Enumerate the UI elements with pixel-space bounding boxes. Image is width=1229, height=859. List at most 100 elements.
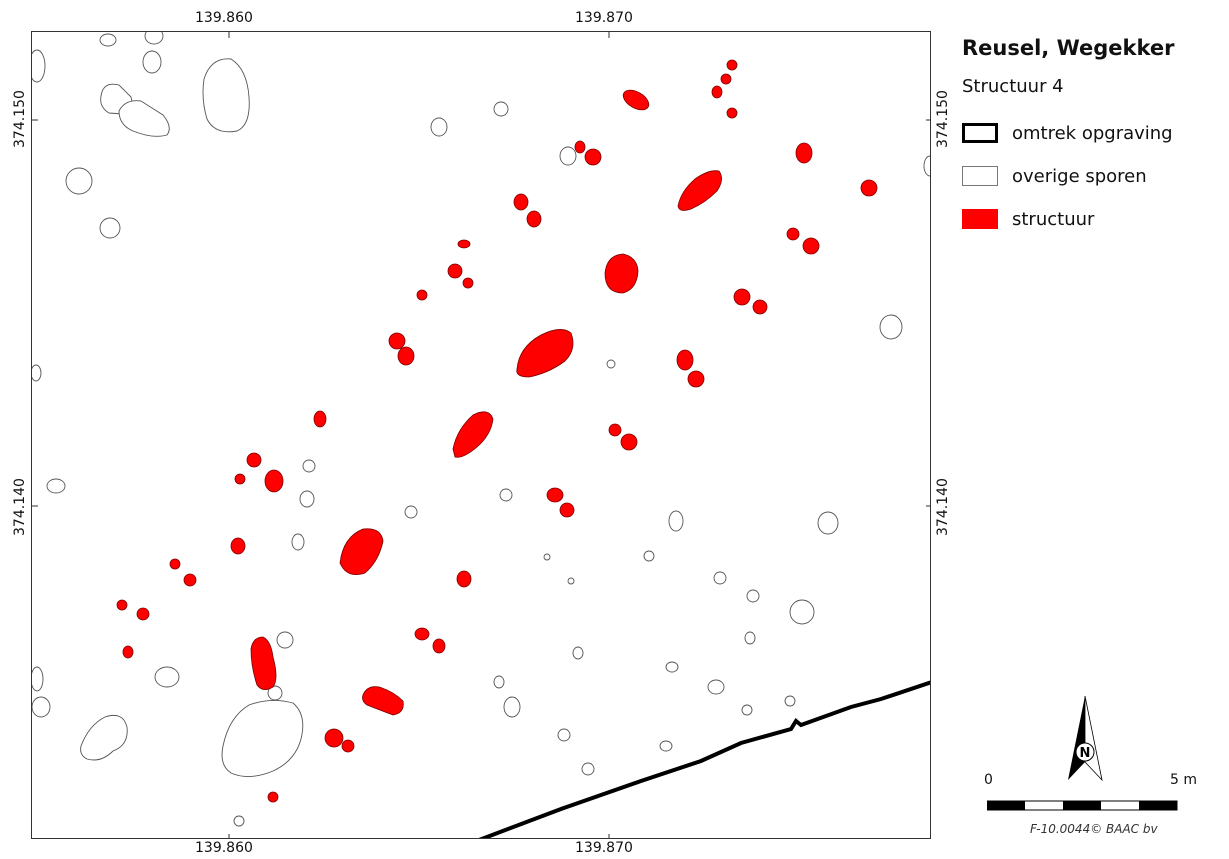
north-arrow-icon: N xyxy=(1068,695,1103,782)
legend-subtitle: Structuur 4 xyxy=(962,76,1064,97)
structure-feature xyxy=(584,148,602,166)
other-feature xyxy=(503,696,521,718)
structure-feature xyxy=(726,107,738,119)
other-feature xyxy=(817,511,839,535)
structure-feature xyxy=(324,728,344,748)
other-feature xyxy=(233,815,245,827)
y-tick-right-2: 374.140 xyxy=(935,478,951,536)
legend-item-excavation: omtrek opgraving xyxy=(962,120,1173,146)
scale-bar xyxy=(987,800,1178,811)
structure-feature xyxy=(457,239,471,249)
structure-feature xyxy=(230,537,246,555)
structure-feature xyxy=(604,253,639,294)
other-feature xyxy=(668,510,684,532)
other-feature xyxy=(144,32,164,45)
structure-feature xyxy=(546,487,564,503)
structure-feature xyxy=(608,423,622,437)
other-feature xyxy=(202,58,250,133)
structure-feature xyxy=(250,636,277,690)
legend-swatch-excavation xyxy=(962,123,998,143)
other-feature xyxy=(707,679,725,695)
structure-feature xyxy=(447,263,463,279)
other-feature xyxy=(118,100,170,137)
map-frame xyxy=(31,31,931,839)
other-feature xyxy=(65,167,93,195)
structure-feature xyxy=(676,349,694,371)
north-label: N xyxy=(1080,746,1091,761)
structure-feature xyxy=(720,73,732,85)
map-canvas xyxy=(32,32,930,838)
other-feature xyxy=(32,696,51,718)
other-feature xyxy=(713,571,727,585)
structure-feature xyxy=(860,179,878,197)
other-feature xyxy=(80,714,128,761)
structure-feature xyxy=(786,227,800,241)
structure-feature xyxy=(339,528,384,576)
other-feature xyxy=(744,631,756,645)
structure-feature xyxy=(169,558,181,570)
y-tick-left-2: 374.140 xyxy=(12,478,28,536)
other-feature xyxy=(276,631,294,649)
other-feature xyxy=(302,459,316,473)
other-feature xyxy=(581,762,595,776)
structure-feature xyxy=(726,59,738,71)
structure-feature xyxy=(397,346,415,366)
structure-feature xyxy=(183,573,197,587)
other-feature xyxy=(32,666,44,692)
structure-feature xyxy=(116,599,128,611)
legend-label-excavation: omtrek opgraving xyxy=(1012,122,1173,144)
structure-feature xyxy=(711,85,723,99)
other-feature xyxy=(923,155,930,177)
structure-feature xyxy=(452,411,494,458)
structure-feature xyxy=(362,686,404,716)
structure-feature xyxy=(136,607,150,621)
other-feature xyxy=(543,553,551,561)
other-feature xyxy=(32,364,42,382)
other-feature xyxy=(643,550,655,562)
other-feature xyxy=(746,589,760,603)
other-feature xyxy=(499,488,513,502)
structure-feature xyxy=(687,370,705,388)
other-feature xyxy=(299,490,315,508)
legend-swatch-structure xyxy=(962,209,998,229)
structure-feature xyxy=(416,289,428,301)
other-feature xyxy=(32,49,46,83)
structure-feature xyxy=(526,210,542,228)
other-feature xyxy=(567,577,575,585)
structure-feature xyxy=(462,277,474,289)
excavation-outline xyxy=(478,680,930,838)
structure-feature xyxy=(234,473,246,485)
legend-item-structure: structuur xyxy=(962,206,1094,232)
other-feature xyxy=(557,728,571,742)
other-feature xyxy=(572,646,584,660)
structure-feature xyxy=(733,288,751,306)
credit-text: F-10.0044© BAAC bv xyxy=(1030,822,1158,836)
scale-start-label: 0 xyxy=(984,772,993,788)
structure-feature xyxy=(574,140,586,154)
other-feature xyxy=(154,666,180,688)
other-feature xyxy=(784,695,796,707)
structure-feature xyxy=(432,638,446,654)
other-feature xyxy=(493,101,509,117)
structure-feature xyxy=(620,433,638,451)
other-feature xyxy=(493,675,505,689)
structure-feature xyxy=(516,329,574,378)
other-feature xyxy=(404,505,418,519)
structure-feature xyxy=(795,142,813,164)
structure-feature xyxy=(802,237,820,255)
x-tick-top-1: 139.860 xyxy=(195,10,253,26)
other-feature xyxy=(291,533,305,551)
structure-feature xyxy=(559,502,575,518)
other-feature xyxy=(606,359,616,369)
structure-feature xyxy=(677,170,722,211)
structure-feature xyxy=(752,299,768,315)
structure-feature xyxy=(246,452,262,468)
structure-feature xyxy=(122,645,134,659)
other-feature xyxy=(665,661,679,673)
x-tick-top-2: 139.870 xyxy=(575,10,633,26)
other-feature xyxy=(879,314,903,340)
other-feature xyxy=(789,599,815,625)
other-feature xyxy=(559,146,577,166)
legend-label-structure: structuur xyxy=(1012,208,1095,230)
other-feature xyxy=(430,117,448,137)
